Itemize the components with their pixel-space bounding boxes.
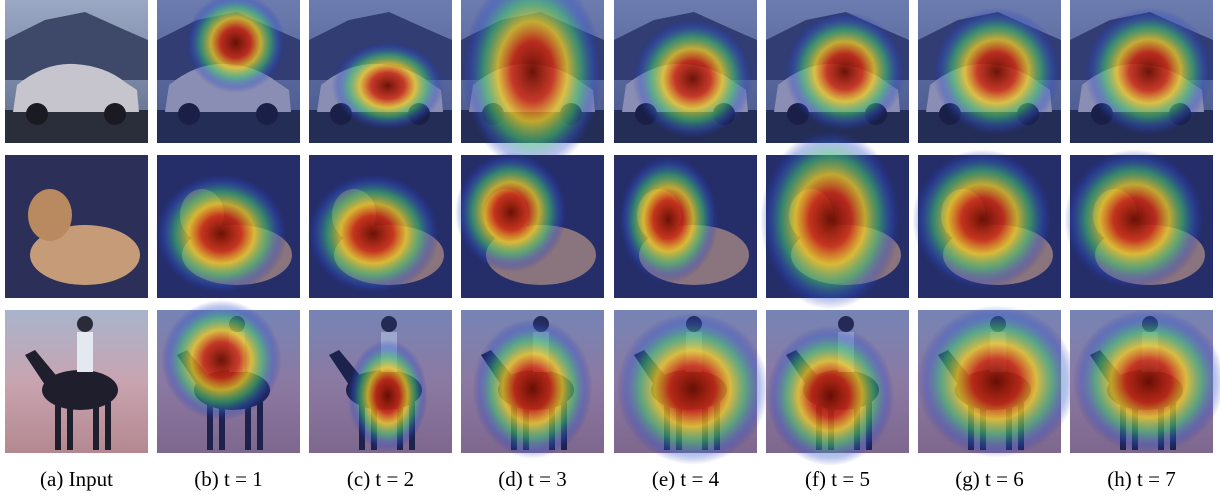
image-cell — [5, 155, 148, 298]
image-cell — [455, 152, 604, 298]
heatmap — [462, 0, 602, 172]
heatmap — [155, 174, 287, 294]
horse-leg — [55, 402, 61, 450]
image-cell — [461, 310, 604, 459]
image-cell — [5, 310, 148, 453]
image-cell — [309, 310, 452, 453]
horse-leg — [105, 402, 111, 450]
image-cell — [614, 310, 769, 465]
rider-head — [77, 316, 93, 332]
heatmap — [307, 174, 439, 294]
rider — [77, 332, 93, 372]
image-cell — [918, 0, 1061, 143]
heatmap — [472, 319, 592, 459]
image-cell — [760, 129, 909, 309]
image-cell — [155, 155, 300, 298]
image-cell — [614, 0, 757, 143]
heatmap — [633, 19, 753, 139]
caption: (d) t = 3 — [498, 467, 566, 491]
image-cell — [614, 155, 757, 298]
heatmap — [348, 340, 428, 452]
image-cell — [157, 0, 300, 143]
image-cell — [1070, 309, 1220, 453]
image-cell — [912, 149, 1061, 298]
wheel — [104, 103, 126, 125]
heatmap — [785, 11, 905, 131]
heatmap — [933, 7, 1061, 135]
caption: (b) t = 1 — [194, 467, 262, 491]
caption: (f) t = 5 — [805, 467, 870, 491]
figure: (a) Input (b) t = 1 (c) t = 2 (d) t = 3 (e) … — [0, 0, 1220, 501]
caption: (a) Input — [40, 467, 113, 491]
heatmap — [1085, 7, 1213, 135]
image-cell — [917, 305, 1077, 457]
heatmap — [912, 149, 1052, 289]
caption: (e) t = 4 — [652, 467, 720, 491]
image-cell — [766, 310, 909, 466]
image-cell — [461, 0, 604, 172]
heatmap — [618, 155, 718, 283]
image-cell — [157, 300, 300, 453]
caption: (h) t = 7 — [1107, 467, 1175, 491]
heatmap — [917, 305, 1077, 457]
image-cell — [309, 0, 452, 143]
heatmap — [455, 152, 567, 272]
image-cell — [766, 0, 909, 143]
caption: (g) t = 6 — [955, 467, 1023, 491]
heatmap — [161, 300, 281, 420]
heatmap — [332, 42, 444, 130]
image-cell — [1064, 149, 1213, 298]
heatmap — [1073, 309, 1220, 453]
heatmap — [617, 313, 769, 465]
image-cell — [307, 155, 452, 298]
image-cell — [1070, 0, 1213, 143]
wheel — [26, 103, 48, 125]
image-cell — [5, 0, 148, 143]
horse-leg — [93, 402, 99, 450]
heatmap — [1064, 149, 1204, 289]
heatmap — [760, 129, 900, 309]
cat-head — [28, 189, 72, 241]
caption: (c) t = 2 — [347, 467, 414, 491]
heatmap — [766, 326, 894, 466]
horse-leg — [67, 402, 73, 450]
